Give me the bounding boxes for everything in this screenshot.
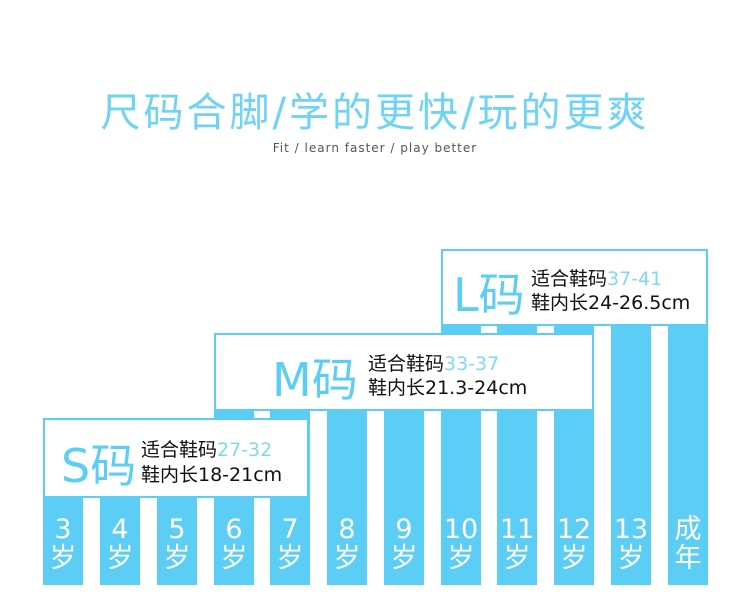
size-fit-l: 适合鞋码37-41 — [531, 268, 663, 290]
age-label-10: 10 岁 — [443, 514, 479, 574]
size-fit-s: 适合鞋码27-32 — [141, 439, 273, 461]
age-label-11: 11 岁 — [499, 514, 535, 574]
size-box-s: S码 适合鞋码27-32 鞋内长18-21cm — [43, 418, 309, 498]
age-label-13: 13 岁 — [613, 514, 649, 574]
page-subtitle: Fit / learn faster / play better — [272, 141, 478, 155]
size-box-l: L码 适合鞋码37-41 鞋内长24-26.5cm — [441, 249, 708, 326]
size-letter-s: S码 — [61, 439, 137, 493]
size-letter-m: M码 — [272, 353, 358, 407]
size-box-m: M码 适合鞋码33-37 鞋内长21.3-24cm — [214, 333, 594, 411]
age-label-12: 12 岁 — [556, 514, 592, 574]
page-title: 尺码合脚/学的更快/玩的更爽 — [100, 90, 650, 136]
size-length-l: 鞋内长24-26.5cm — [531, 292, 691, 314]
size-fit-m: 适合鞋码33-37 — [368, 353, 500, 375]
age-label-adult: 成年 — [674, 514, 702, 574]
size-length-m: 鞋内长21.3-24cm — [368, 377, 528, 399]
size-letter-l: L码 — [453, 268, 525, 322]
size-length-s: 鞋内长18-21cm — [141, 464, 283, 486]
